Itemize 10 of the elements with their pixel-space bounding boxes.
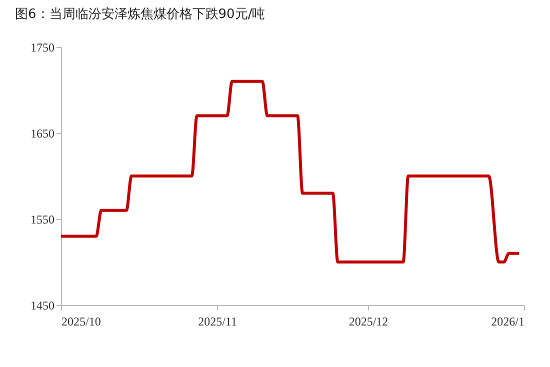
x-tick-label: 2025/11 xyxy=(198,314,237,328)
line-series xyxy=(60,80,520,264)
y-tick-label: 1750 xyxy=(30,40,54,54)
y-tick-label: 1450 xyxy=(30,298,54,312)
x-tick-label: 2025/12 xyxy=(348,314,388,328)
x-tick-label: 2026/1 xyxy=(491,314,524,328)
y-tick-label: 1650 xyxy=(30,126,54,140)
y-tick-label: 1550 xyxy=(30,212,54,226)
x-tick-label: 2025/10 xyxy=(62,314,101,328)
chart-title: 图6：当周临汾安泽炼焦煤价格下跌90元/吨 xyxy=(15,6,266,22)
